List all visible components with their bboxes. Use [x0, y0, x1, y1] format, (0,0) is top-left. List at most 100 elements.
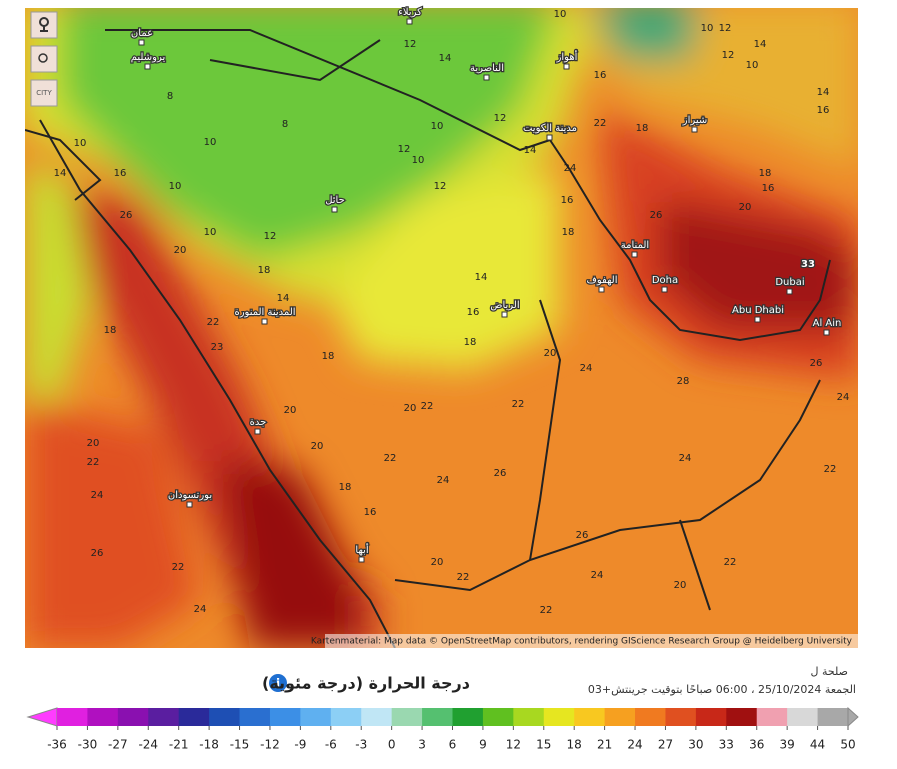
city-marker — [661, 286, 668, 293]
temperature-label: 18 — [339, 482, 352, 493]
city-label: الناصرية — [470, 63, 504, 74]
zoom-button[interactable] — [30, 45, 58, 73]
city-label: المنامة — [621, 240, 649, 251]
legend-tick-label: -21 — [169, 738, 189, 752]
legend-tick-label: 44 — [810, 738, 825, 752]
temperature-label: 16 — [561, 195, 574, 206]
legend-swatch — [148, 708, 180, 726]
legend-swatch — [300, 708, 332, 726]
legend-swatch — [604, 708, 636, 726]
legend-swatch — [422, 708, 453, 726]
legend-tick-label: 3 — [418, 738, 426, 752]
city-marker — [786, 288, 793, 295]
legend-tick-label: -9 — [294, 738, 306, 752]
city-marker — [358, 556, 365, 563]
city-label: جدة — [250, 417, 267, 428]
info-icon[interactable] — [269, 674, 287, 692]
temperature-label: 14 — [439, 53, 452, 64]
temperature-label: 24 — [580, 363, 593, 374]
legend-swatch — [665, 708, 697, 726]
temperature-label: 10 — [554, 9, 567, 20]
city-label: Doha — [652, 275, 678, 286]
temperature-label: 18 — [464, 337, 477, 348]
temperature-label: 24 — [437, 475, 450, 486]
temperature-label: 20 — [404, 403, 417, 414]
city-label: المدينة المنورة — [234, 307, 295, 318]
temperature-label: 22 — [594, 118, 607, 129]
temperature-label: 24 — [679, 453, 692, 464]
legend-tick-label: -3 — [355, 738, 367, 752]
temperature-label: 26 — [120, 210, 133, 221]
temperature-label: 14 — [524, 145, 537, 156]
city-button[interactable] — [30, 79, 58, 107]
temperature-label: 12 — [719, 23, 732, 34]
legend-tick-label: -24 — [138, 738, 158, 752]
temperature-label: 12 — [434, 181, 447, 192]
temperature-label: 20 — [174, 245, 187, 256]
temperature-label: 12 — [404, 39, 417, 50]
temperature-label: 22 — [540, 605, 553, 616]
legend-tick-label: -18 — [199, 738, 219, 752]
temperature-label: 26 — [810, 358, 823, 369]
city-marker — [598, 286, 605, 293]
city-marker — [691, 126, 698, 133]
temperature-label: 28 — [677, 376, 690, 387]
legend-tick-label: 6 — [449, 738, 457, 752]
temperature-label: 14 — [475, 272, 488, 283]
legend-tick-label: -6 — [325, 738, 337, 752]
city-label: حائل — [325, 195, 345, 206]
zoom-icon — [38, 53, 48, 63]
city-marker — [254, 428, 261, 435]
legend-swatch — [239, 708, 271, 726]
legend-swatch — [57, 708, 88, 726]
temperature-label: 22 — [457, 572, 470, 583]
temperature-label: 24 — [91, 490, 104, 501]
legend-swatch — [269, 708, 301, 726]
temperature-label: 10 — [74, 138, 87, 149]
temperature-label: 22 — [207, 317, 220, 328]
temperature-label: 18 — [258, 265, 271, 276]
legend-swatch — [787, 708, 819, 726]
info-icon-glyph: i — [276, 677, 280, 691]
temperature-label: 8 — [167, 91, 173, 102]
city-marker — [186, 501, 193, 508]
city-label: Al Ain — [813, 318, 842, 329]
city-label: الرياض — [490, 300, 519, 311]
temperature-label: 20 — [544, 348, 557, 359]
map[interactable] — [20, 0, 860, 648]
temperature-label: 24 — [194, 604, 207, 615]
temperature-label: 22 — [384, 453, 397, 464]
legend-tick-label: 36 — [749, 738, 764, 752]
city-marker — [483, 74, 490, 81]
temperature-label: 16 — [817, 105, 830, 116]
temperature-label: 14 — [754, 39, 767, 50]
temperature-label: 18 — [759, 168, 772, 179]
city-label: الهفوف — [586, 275, 617, 286]
legend-tick-label: 30 — [688, 738, 703, 752]
city-label: مدينة الكويت — [523, 123, 577, 134]
temperature-label: 22 — [724, 557, 737, 568]
temperature-label: 20 — [739, 202, 752, 213]
temperature-label: 26 — [91, 548, 104, 559]
temperature-label: 10 — [204, 227, 217, 238]
valid-time: الجمعة 25/10/2024 ، 06:00 صباحًا بتوقيت … — [588, 683, 856, 696]
temperature-label: 10 — [746, 60, 759, 71]
legend-swatch — [513, 708, 545, 726]
legend-swatch — [330, 708, 362, 726]
legend-tick-label: 15 — [536, 738, 551, 752]
temperature-label: 16 — [594, 70, 607, 81]
legend-title: درجة الحرارة (درجة مئوية) — [262, 674, 470, 693]
legend-swatch — [756, 708, 788, 726]
temperature-label: 22 — [512, 399, 525, 410]
city-label: أهواز — [556, 50, 578, 63]
temperature-label: 20 — [674, 580, 687, 591]
legend-tick-label: 50 — [840, 738, 855, 752]
temperature-label: 33 — [801, 259, 815, 270]
temperature-label: 12 — [494, 113, 507, 124]
attribution: Kartenmaterial: Map data © OpenStreetMap… — [311, 637, 853, 647]
temperature-label: 20 — [87, 438, 100, 449]
temperature-label: 20 — [284, 405, 297, 416]
temperature-label: 18 — [322, 351, 335, 362]
